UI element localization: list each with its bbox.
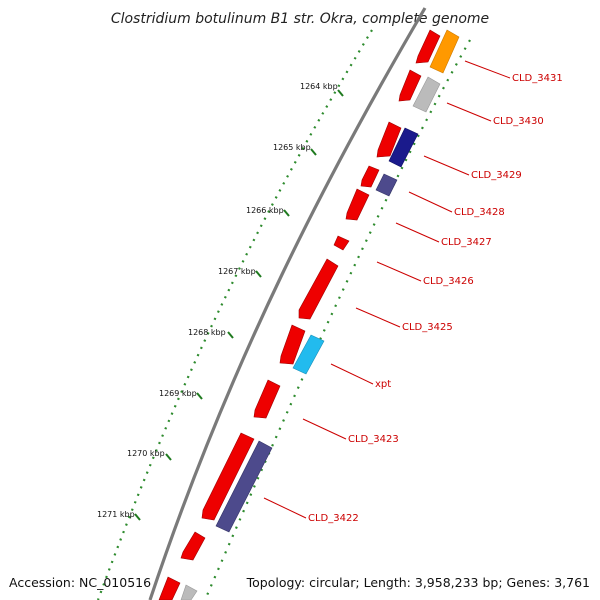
- kbp-tick-label: 1270 kbp: [127, 449, 165, 458]
- dotted-scale-ring: [96, 29, 373, 600]
- leader-line: [408, 191, 453, 213]
- topology-text: Topology: circular; Length: 3,958,233 bp…: [246, 575, 590, 590]
- leader-line: [395, 222, 440, 243]
- kbp-tick-label: 1267 kbp: [218, 267, 256, 276]
- gene-block-orange[interactable]: [429, 29, 460, 74]
- leader-line: [423, 155, 470, 176]
- gene-label[interactable]: CLD_3430: [493, 116, 544, 127]
- inner-track-features: [180, 29, 460, 600]
- gene-arrow[interactable]: [158, 576, 181, 600]
- gene-arrow[interactable]: [360, 165, 380, 188]
- gene-block-slate[interactable]: [375, 173, 398, 197]
- gene-arrow[interactable]: [398, 69, 422, 102]
- gene-block-navy[interactable]: [388, 127, 419, 168]
- kbp-tick-mark: [255, 270, 262, 278]
- gene-block-slate[interactable]: [215, 440, 273, 533]
- gene-label[interactable]: CLD_3426: [423, 276, 474, 287]
- kbp-tick-mark: [227, 331, 234, 339]
- gene-label[interactable]: CLD_3427: [441, 237, 492, 248]
- reverse-strand-genes: [158, 29, 441, 600]
- kbp-tick-label: 1264 kbp: [300, 82, 338, 91]
- gene-label[interactable]: CLD_3422: [308, 513, 359, 524]
- gene-arrow[interactable]: [333, 235, 350, 251]
- kbp-tick-mark: [337, 89, 344, 97]
- leader-line: [355, 307, 401, 328]
- label-leaders: [263, 60, 511, 519]
- kbp-tick-mark: [196, 392, 203, 400]
- gene-arrow[interactable]: [201, 432, 255, 521]
- kbp-tick-label: 1271 kbp: [97, 510, 135, 519]
- kbp-tick-group: 1264 kbp 1265 kbp 1266 kbp 1267 kbp 1268…: [97, 82, 344, 521]
- gene-arrow[interactable]: [345, 188, 370, 221]
- gene-block-gray[interactable]: [180, 584, 198, 600]
- gene-block-gray[interactable]: [412, 76, 441, 113]
- kbp-tick-mark: [283, 209, 290, 217]
- gene-arrow[interactable]: [298, 258, 339, 320]
- kbp-tick-mark: [134, 513, 141, 521]
- accession-text: Accession: NC_010516: [9, 575, 151, 590]
- leader-line: [376, 261, 422, 282]
- gene-label[interactable]: xpt: [375, 379, 391, 390]
- gene-arrow[interactable]: [180, 531, 206, 561]
- leader-line: [330, 363, 374, 385]
- gene-block-cyan[interactable]: [292, 334, 325, 375]
- kbp-tick-label: 1265 kbp: [273, 143, 311, 152]
- map-title: Clostridium botulinum B1 str. Okra, comp…: [111, 11, 489, 27]
- gene-label[interactable]: CLD_3429: [471, 170, 522, 181]
- leader-line: [446, 102, 492, 122]
- genome-backbone: [148, 7, 427, 600]
- gene-label[interactable]: CLD_3431: [512, 73, 563, 84]
- gene-label-group: CLD_3431 CLD_3430 CLD_3429 CLD_3428 CLD_…: [308, 73, 563, 524]
- gene-arrow[interactable]: [279, 324, 306, 365]
- leader-line: [464, 60, 511, 79]
- gene-arrow[interactable]: [253, 379, 281, 419]
- gene-label[interactable]: CLD_3425: [402, 322, 453, 333]
- leader-line: [302, 418, 347, 440]
- gene-label[interactable]: CLD_3428: [454, 207, 505, 218]
- gene-label[interactable]: CLD_3423: [348, 434, 399, 445]
- kbp-tick-mark: [165, 453, 172, 461]
- kbp-tick-label: 1266 kbp: [246, 206, 284, 215]
- gene-arrow[interactable]: [415, 29, 441, 64]
- kbp-tick-label: 1268 kbp: [188, 328, 226, 337]
- leader-line: [263, 497, 307, 519]
- kbp-tick-label: 1269 kbp: [159, 389, 197, 398]
- kbp-tick-mark: [310, 148, 317, 156]
- gene-arrow[interactable]: [376, 121, 402, 158]
